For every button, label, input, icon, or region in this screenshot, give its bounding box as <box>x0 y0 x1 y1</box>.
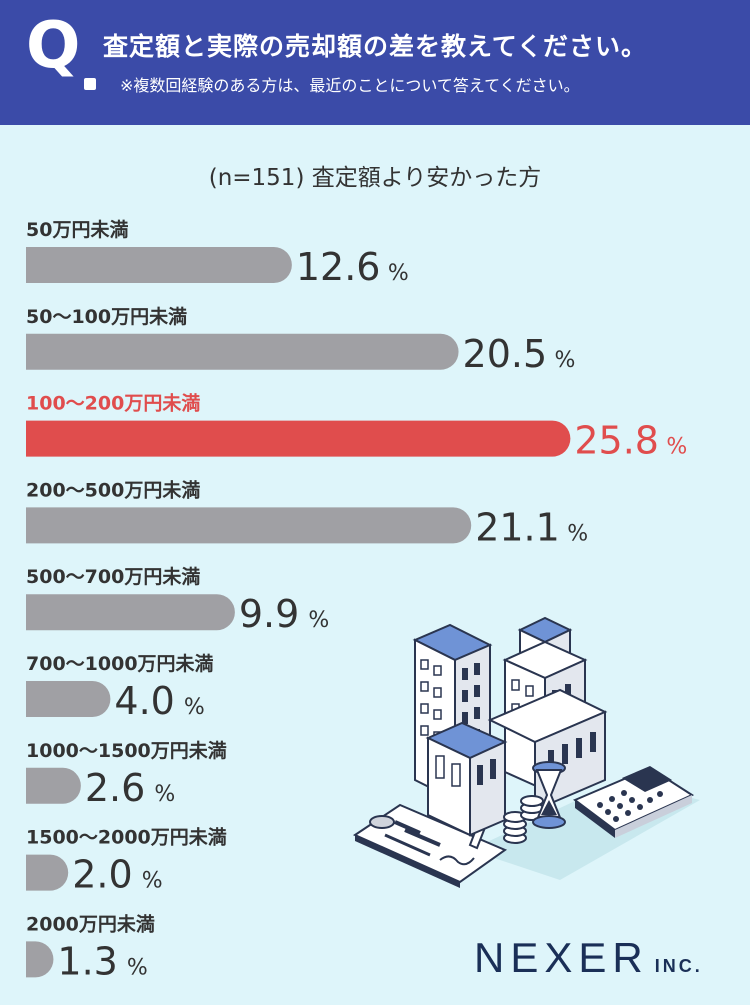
building-front-icon <box>425 721 508 837</box>
category-label: 1500～2000万円未満 <box>26 826 227 849</box>
bar <box>26 333 459 370</box>
unit-label: % <box>555 348 576 373</box>
calculator-icon <box>573 766 695 838</box>
logo-sub: INC. <box>654 956 703 976</box>
unit-label: % <box>154 782 175 807</box>
q-dot <box>84 78 96 90</box>
chart-subtitle: (n=151) 査定額より安かった方 <box>208 165 542 191</box>
value-label: 2.6 <box>85 766 145 810</box>
value-label: 25.8 <box>574 419 659 463</box>
category-label: 50～100万円未満 <box>26 305 187 328</box>
bar <box>26 247 292 283</box>
bar <box>26 681 111 717</box>
question-header: Q 査定額と実際の売却額の差を教えてください。 ※複数回経験のある方は、最近のこ… <box>0 0 750 125</box>
category-label: 200～500万円未満 <box>26 478 200 501</box>
logo-main: NEXER <box>474 934 649 981</box>
document-icon <box>352 803 508 888</box>
value-label: 1.3 <box>57 939 117 983</box>
hourglass-icon <box>532 761 566 829</box>
value-label: 4.0 <box>114 679 174 723</box>
category-label: 100～200万円未満 <box>26 392 200 415</box>
value-label: 12.6 <box>296 245 381 289</box>
bar <box>26 420 571 457</box>
question-title: 査定額と実際の売却額の差を教えてください。 <box>103 32 648 61</box>
bar <box>26 594 235 631</box>
unit-label: % <box>127 955 148 980</box>
value-label: 20.5 <box>463 332 548 376</box>
category-label: 500～700万円未満 <box>26 565 200 588</box>
bar <box>26 854 69 891</box>
building-wide-icon <box>487 688 608 812</box>
unit-label: % <box>308 608 329 633</box>
category-label: 700～1000万円未満 <box>26 652 214 675</box>
bar <box>26 767 81 804</box>
nexer-logo: NEXER INC. <box>474 934 703 982</box>
unit-label: % <box>666 435 687 460</box>
question-note: ※複数回経験のある方は、最近のことについて答えてください。 <box>120 76 580 95</box>
category-label: 50万円未満 <box>26 218 128 241</box>
bar <box>26 507 472 544</box>
category-label: 1000～1500万円未満 <box>26 739 227 762</box>
category-label: 2000万円未満 <box>26 912 155 935</box>
bar <box>26 941 54 978</box>
unit-label: % <box>142 869 163 894</box>
unit-label: % <box>184 695 205 720</box>
unit-label: % <box>567 521 588 546</box>
value-label: 21.1 <box>475 505 560 549</box>
unit-label: % <box>388 261 409 286</box>
value-label: 9.9 <box>239 592 299 636</box>
q-mark: Q <box>26 9 81 83</box>
value-label: 2.0 <box>72 853 132 897</box>
